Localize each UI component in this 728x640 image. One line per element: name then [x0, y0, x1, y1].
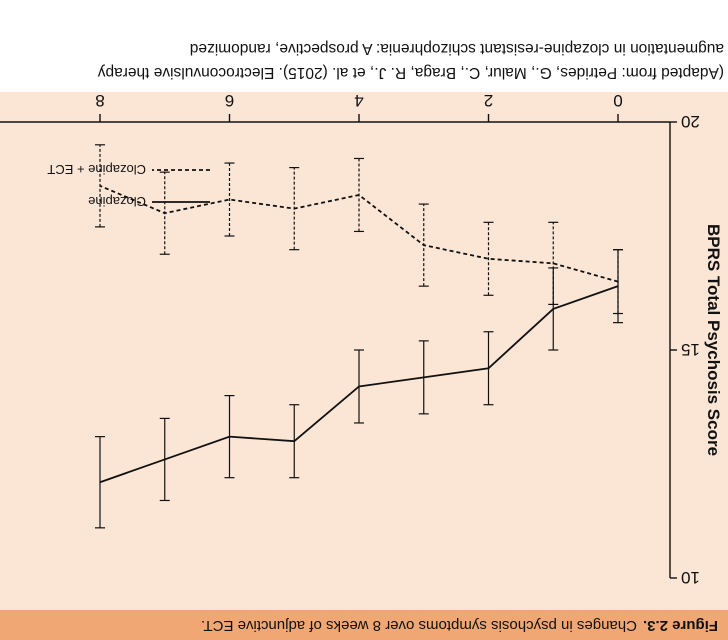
source-block: (Adapted from: Petrides, G., Malur, C., …	[0, 0, 728, 92]
x-tick-label-2: 2	[484, 92, 493, 110]
line-chart: 10152002468WeeksBPRS Total Psychosis Sco…	[0, 92, 723, 587]
y-tick-label-15: 15	[681, 340, 700, 359]
x-tick-label-4: 4	[354, 92, 363, 110]
figure-number: Figure 2.3.	[642, 617, 718, 634]
x-tick-label-6: 6	[225, 92, 234, 110]
y-tick-label-20: 20	[681, 112, 700, 131]
caption-text: Changes in psychosis symptoms over 8 wee…	[200, 617, 637, 634]
source-citation: (Adapted from: Petrides, G., Malur, C., …	[97, 40, 724, 81]
y-tick-label-10: 10	[681, 568, 700, 587]
x-tick-label-0: 0	[613, 92, 622, 110]
legend-label-clozapine-ect: Clozapine + ECT	[47, 162, 146, 177]
legend-label-clozapine: Clozapine	[88, 194, 146, 209]
caption-bar: Figure 2.3. Changes in psychosis symptoms…	[0, 610, 728, 640]
figure-caption: Figure 2.3. Changes in psychosis symptoms…	[201, 617, 718, 634]
x-tick-label-8: 8	[95, 92, 104, 110]
y-axis-title: BPRS Total Psychosis Score	[704, 224, 723, 456]
